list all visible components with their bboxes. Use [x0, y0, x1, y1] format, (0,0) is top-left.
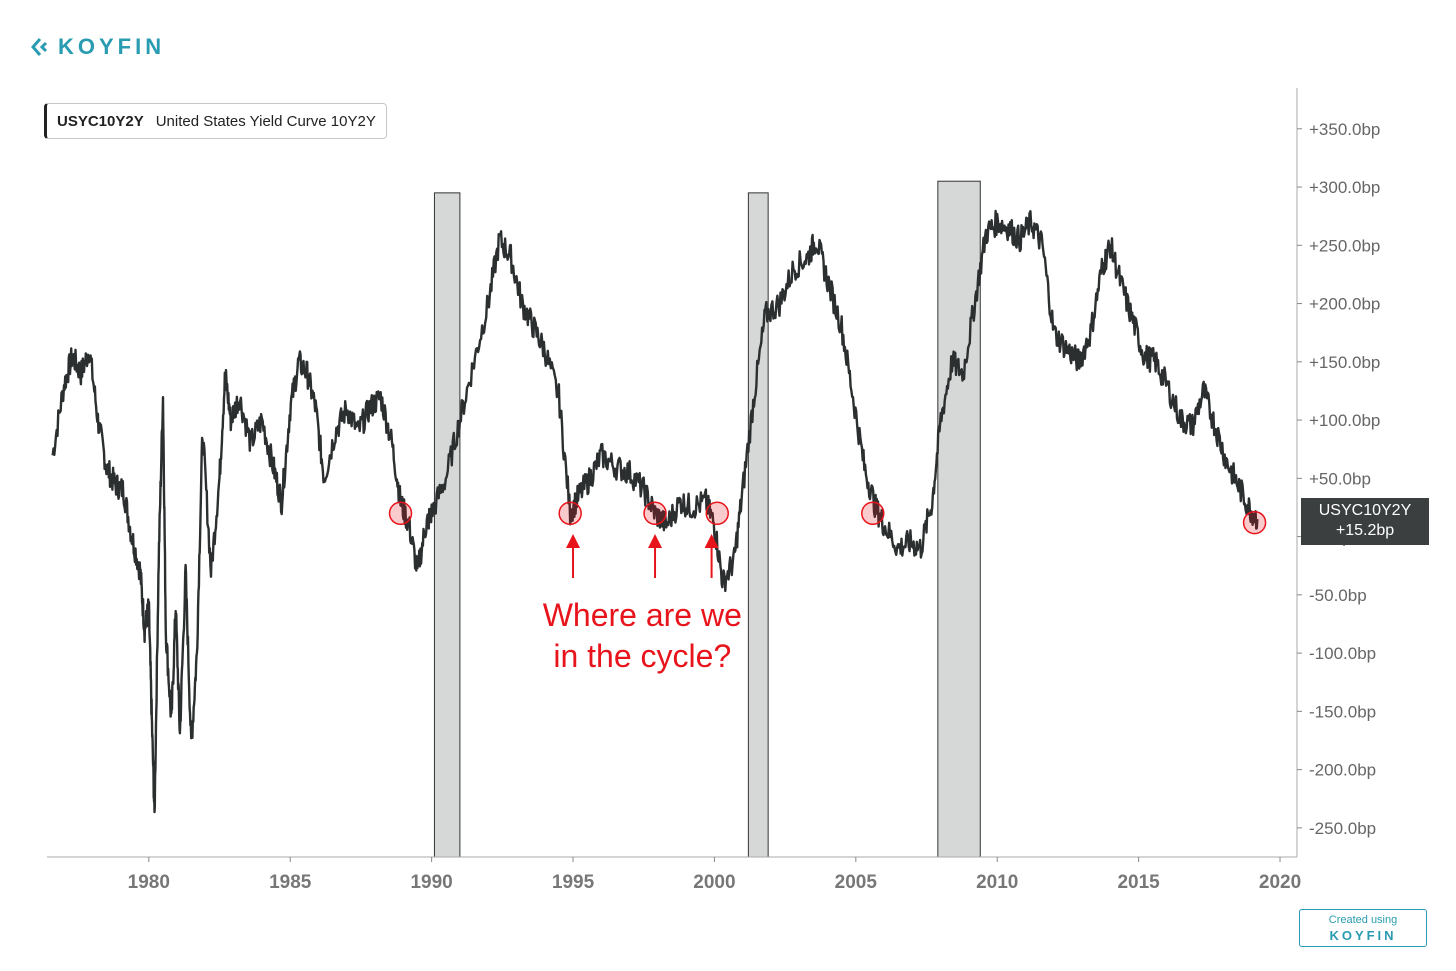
highlight-circle-4 — [861, 501, 885, 526]
highlight-circle-0 — [388, 501, 413, 526]
y-tick-label-5: +100.0bp — [1309, 411, 1380, 430]
x-tick-label-7: 2015 — [1117, 872, 1160, 893]
recession-bar-2 — [937, 180, 981, 858]
series-legend[interactable]: USYC10Y2Y United States Yield Curve 10Y2… — [44, 103, 387, 139]
arrow-head-1 — [648, 534, 663, 548]
x-tick-label-5: 2005 — [835, 872, 878, 893]
highlight-circle-3 — [705, 501, 729, 526]
annotation-line-1: Where are we — [543, 597, 742, 633]
last-value-ticker: USYC10Y2Y — [1318, 502, 1412, 519]
recession-bar-1 — [747, 192, 769, 858]
created-using-text: Created using — [1328, 914, 1398, 926]
y-tick-label-1: +300.0bp — [1309, 178, 1380, 197]
highlight-circle-2 — [643, 501, 667, 526]
x-tick-label-8: 2020 — [1259, 872, 1301, 893]
annotation-line-2: in the cycle? — [553, 638, 731, 674]
last-value-number: +15.2bp — [1335, 522, 1395, 539]
y-tick-label-3: +200.0bp — [1309, 295, 1380, 314]
arrow-head-0 — [566, 534, 581, 548]
y-tick-label-0: +350.0bp — [1309, 120, 1380, 139]
y-tick-label-11: -200.0bp — [1309, 761, 1376, 780]
y-tick-label-4: +150.0bp — [1309, 353, 1380, 372]
y-tick-label-10: -150.0bp — [1309, 702, 1376, 721]
legend-ticker: USYC10Y2Y — [57, 112, 144, 130]
y-tick-label-12: -250.0bp — [1309, 819, 1376, 838]
created-using-badge[interactable]: Created using KOYFIN — [1299, 909, 1427, 947]
y-tick-label-6: +50.0bp — [1309, 469, 1371, 488]
koyfin-logo-icon — [31, 38, 48, 56]
arrow-head-2 — [704, 534, 719, 548]
x-tick-label-6: 2010 — [976, 872, 1018, 893]
y-tick-label-2: +250.0bp — [1309, 236, 1380, 255]
y-tick-label-9: -100.0bp — [1309, 644, 1376, 663]
x-tick-label-4: 2000 — [693, 872, 735, 893]
legend-description: United States Yield Curve 10Y2Y — [155, 112, 376, 130]
koyfin-logo: KOYFIN — [30, 34, 165, 60]
created-using-brand: KOYFIN — [1329, 928, 1397, 943]
x-tick-label-1: 1985 — [269, 872, 312, 893]
y-tick-label-8: -50.0bp — [1309, 586, 1367, 605]
brand-name: KOYFIN — [58, 34, 166, 59]
last-value-badge: USYC10Y2Y +15.2bp — [1301, 498, 1429, 545]
x-tick-label-3: 1995 — [552, 872, 595, 893]
x-tick-label-2: 1990 — [410, 872, 452, 893]
highlight-circle-1 — [558, 501, 582, 526]
recession-bar-0 — [433, 192, 461, 858]
x-tick-label-0: 1980 — [128, 872, 170, 893]
highlight-circle-5 — [1242, 510, 1267, 535]
